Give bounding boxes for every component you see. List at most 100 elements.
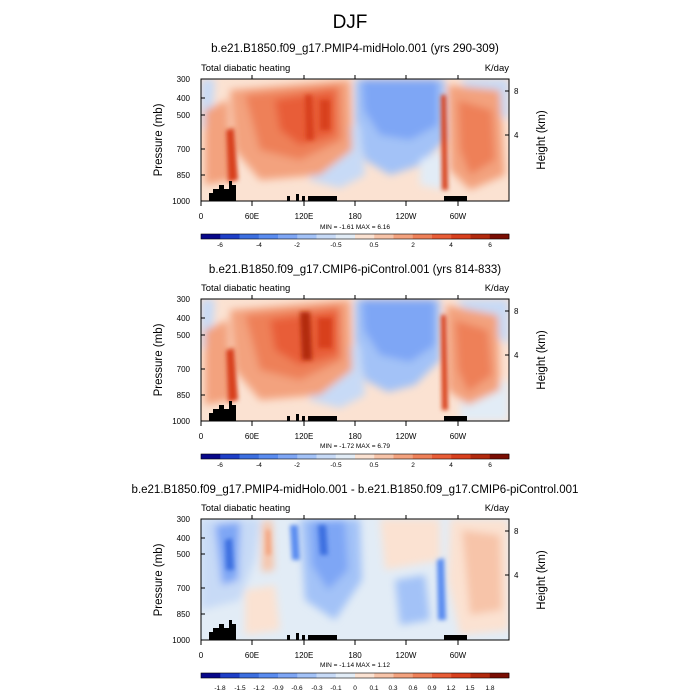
colorbar-swatch: [470, 454, 491, 459]
x-tick-label: 120W: [396, 212, 417, 221]
panel-2: b.e21.B1850.f09_g17.CMIP6-piControl.001 …: [153, 264, 548, 469]
x-tick-label: 120E: [295, 432, 314, 441]
colorbar-label: 0.5: [369, 462, 378, 469]
panel-2-colorbar: -6 -4 -2 -0.5 0.5 2 4 6: [200, 453, 510, 469]
y-tick-label: 400: [177, 94, 191, 103]
colorbar-swatch: [278, 673, 298, 678]
y-tick-label: 500: [177, 111, 191, 120]
x-tick-label: 60W: [450, 432, 467, 441]
x-tick-label: 60E: [245, 212, 259, 221]
colorbar-label: -1.5: [234, 685, 246, 692]
panel-2-colorbar-swatches: [201, 454, 510, 459]
colorbar-swatch: [201, 673, 221, 678]
y-tick-label: 400: [177, 534, 191, 543]
y-tick-label: 1000: [172, 197, 190, 206]
colorbar-swatch: [355, 673, 375, 678]
panel-3-units-label: K/day: [485, 503, 510, 514]
colorbar-swatch: [335, 234, 356, 239]
panel-2-variable-label: Total diabatic heating: [201, 283, 290, 294]
colorbar-label: -0.5: [330, 462, 342, 469]
colorbar-swatch: [355, 234, 375, 239]
colorbar-label: 4: [449, 242, 453, 249]
panel-3-variable-label: Total diabatic heating: [201, 503, 290, 514]
colorbar-swatch: [374, 234, 394, 239]
x-tick-label: 120E: [295, 212, 314, 221]
colorbar-swatch: [220, 454, 240, 459]
y-tick-label: 400: [177, 314, 191, 323]
y-tick-label: 850: [177, 171, 191, 180]
x-tick-label: 0: [199, 651, 204, 660]
colorbar-label: 1.2: [446, 685, 455, 692]
panel-2-x-tick-labels: 0 60E 120E 180 120W 60W: [199, 432, 467, 441]
panel-2-y-right-tick-labels: 8 4: [514, 307, 519, 360]
panel-3-frame: [200, 515, 510, 645]
panel-1-y-right-tick-labels: 8 4: [514, 87, 519, 140]
y-right-tick-label: 4: [514, 351, 519, 360]
colorbar-swatch: [489, 673, 510, 678]
colorbar-swatch: [432, 234, 452, 239]
colorbar-label: 6: [488, 242, 492, 249]
panel-3-stats: MIN = -1.14 MAX = 1.12: [320, 662, 390, 669]
colorbar-swatch: [201, 454, 221, 459]
colorbar-swatch: [412, 454, 433, 459]
colorbar-label: -2: [294, 242, 300, 249]
colorbar-label: -0.1: [330, 685, 342, 692]
colorbar-swatch: [220, 234, 240, 239]
x-tick-label: 60W: [450, 651, 467, 660]
colorbar-swatch: [239, 673, 260, 678]
colorbar-swatch: [451, 673, 471, 678]
panel-1-y-axis-label: Pressure (mb): [153, 103, 165, 176]
y-tick-label: 850: [177, 610, 191, 619]
panel-2-y-axis-label: Pressure (mb): [153, 323, 165, 396]
colorbar-swatch: [278, 454, 298, 459]
x-tick-label: 180: [348, 432, 362, 441]
y-tick-label: 1000: [172, 636, 190, 645]
colorbar-swatch: [393, 673, 414, 678]
colorbar-label: 1.5: [465, 685, 474, 692]
x-tick-label: 60E: [245, 432, 259, 441]
y-right-tick-label: 8: [514, 307, 519, 316]
x-tick-label: 120E: [295, 651, 314, 660]
panel-1-y-right-axis-label: Height (km): [536, 110, 548, 170]
y-tick-label: 300: [177, 515, 191, 524]
colorbar-label: 1.8: [485, 685, 494, 692]
y-right-tick-label: 8: [514, 527, 519, 536]
x-tick-label: 180: [348, 212, 362, 221]
y-tick-label: 500: [177, 550, 191, 559]
panel-2-units-label: K/day: [485, 283, 510, 294]
y-tick-label: 1000: [172, 417, 190, 426]
colorbar-swatch: [297, 234, 317, 239]
colorbar-label: -1.2: [253, 685, 265, 692]
colorbar-label: 0.9: [427, 685, 436, 692]
panel-1-units-label: K/day: [485, 63, 510, 74]
panel-2-terrain: [209, 401, 467, 421]
panel-3-heatmap-field: [201, 519, 509, 640]
colorbar-swatch: [239, 454, 260, 459]
x-tick-label: 60E: [245, 651, 259, 660]
panel-1-terrain: [209, 181, 467, 201]
panel-1-title: b.e21.B1850.f09_g17.PMIP4-midHolo.001 (y…: [211, 43, 499, 55]
panel-1-variable-label: Total diabatic heating: [201, 63, 290, 74]
page-title: DJF: [332, 12, 368, 33]
y-right-tick-label: 8: [514, 87, 519, 96]
colorbar-swatch: [470, 673, 491, 678]
colorbar-swatch: [201, 234, 221, 239]
colorbar-swatch: [432, 673, 452, 678]
panel-1-colorbar-labels: -6 -4 -2 -0.5 0.5 2 4 6: [217, 242, 492, 249]
x-tick-label: 120W: [396, 651, 417, 660]
colorbar-swatch: [451, 234, 471, 239]
colorbar-label: 6: [488, 462, 492, 469]
colorbar-swatch: [316, 673, 337, 678]
colorbar-swatch: [470, 234, 491, 239]
x-tick-label: 180: [348, 651, 362, 660]
colorbar-swatch: [220, 673, 240, 678]
panel-3-colorbar-swatches: [201, 673, 510, 678]
colorbar-swatch: [335, 454, 356, 459]
y-tick-label: 700: [177, 365, 191, 374]
colorbar-swatch: [258, 673, 279, 678]
colorbar-swatch: [258, 454, 279, 459]
panel-1: b.e21.B1850.f09_g17.PMIP4-midHolo.001 (y…: [153, 43, 548, 249]
colorbar-label: 4: [449, 462, 453, 469]
colorbar-swatch: [393, 234, 414, 239]
